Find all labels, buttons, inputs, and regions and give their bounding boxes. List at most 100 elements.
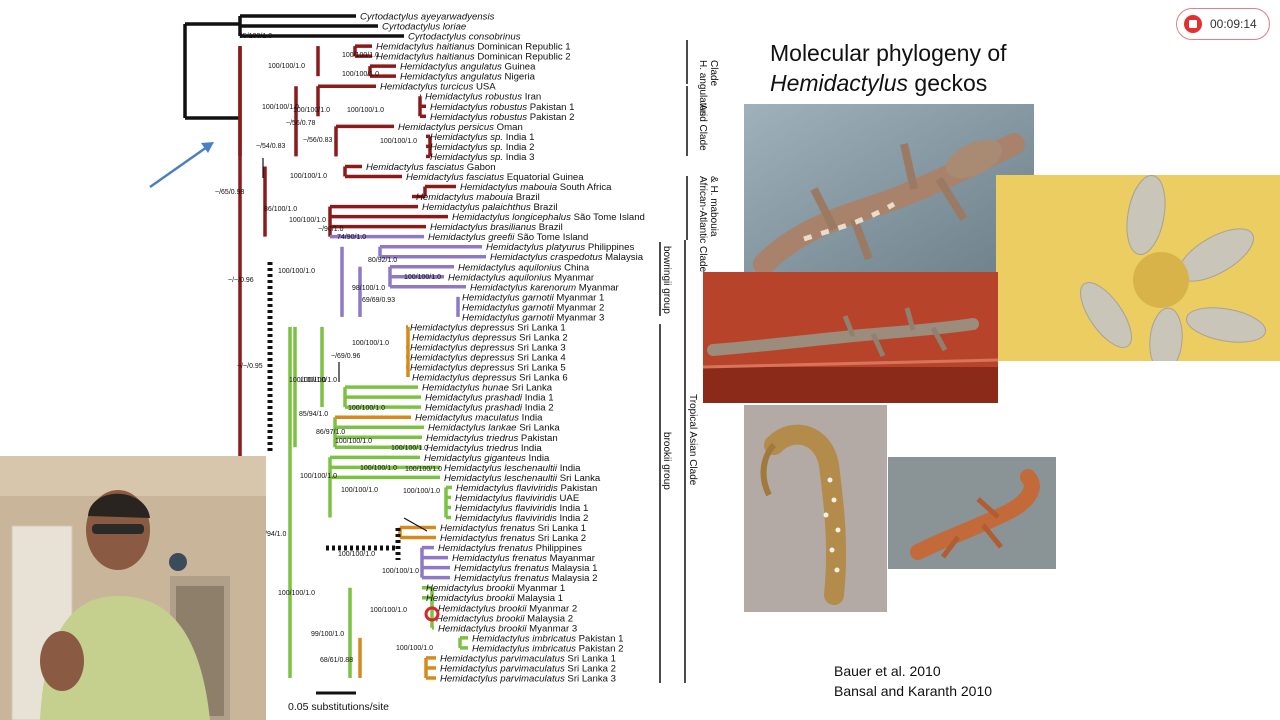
taxon-locality: Brazil: [531, 202, 558, 213]
gecko-photo-foot: [996, 175, 1280, 361]
support-value: 100/100/1.0: [404, 274, 441, 281]
taxon-locality: Sri Lanka 3: [565, 673, 616, 684]
taxon-binomial: Hemidactylus depressus: [410, 363, 515, 374]
support-value: 100/100/1.0: [405, 466, 442, 473]
taxon-label: Hemidactylus frenatus Sri Lanka 1: [440, 523, 586, 534]
taxon-locality: South Africa: [557, 182, 612, 193]
taxon-label: Hemidactylus flaviviridis India 2: [455, 513, 588, 524]
taxon-binomial: Hemidactylus angulatus: [400, 62, 502, 73]
clade-label: & H. mabouia: [708, 176, 719, 237]
taxon-binomial: Hemidactylus frenatus: [454, 563, 549, 574]
taxon-locality: India 2: [557, 513, 588, 524]
taxon-binomial: Hemidactylus haitianus: [376, 52, 475, 63]
support-value: 100/100/1.0: [335, 438, 372, 445]
taxon-locality: Philippines: [533, 543, 582, 554]
taxon-locality: Malaysia 2: [549, 573, 598, 584]
support-value: ~/90/1.0: [318, 226, 344, 233]
support-value: 68/61/0.88: [320, 657, 353, 664]
taxon-label: Hemidactylus aquilonius China: [458, 262, 590, 273]
taxon-locality: Dominican Republic 1: [475, 42, 571, 53]
taxon-binomial: Hemidactylus maculatus: [415, 413, 519, 424]
taxon-label: Hemidactylus imbricatus Pakistan 2: [472, 643, 623, 654]
support-value: ~/69/0.96: [331, 353, 360, 360]
taxon-locality: China: [561, 262, 589, 273]
taxon-binomial: Hemidactylus hunae: [422, 383, 509, 394]
taxon-locality: Sri Lanka 2: [565, 663, 616, 674]
taxon-locality: Dominican Republic 2: [475, 52, 571, 63]
taxon-locality: Myanmar: [551, 272, 594, 283]
taxon-label: Hemidactylus platyurus Philippines: [486, 242, 634, 253]
taxon-binomial: Hemidactylus greefii: [428, 232, 515, 243]
taxon-locality: Nigeria: [502, 72, 536, 83]
taxon-locality: São Tome Island: [571, 212, 645, 223]
taxon-label: Hemidactylus brookii Myanmar 3: [438, 623, 577, 634]
taxon-binomial: Hemidactylus triedrus: [426, 433, 518, 444]
taxon-label: Hemidactylus leschenaultii Sri Lanka: [444, 473, 601, 484]
taxon-locality: Equatorial Guinea: [504, 172, 584, 183]
stop-record-icon[interactable]: [1184, 15, 1202, 33]
taxon-locality: Gabon: [464, 162, 495, 173]
taxon-binomial: Hemidactylus longicephalus: [452, 212, 571, 223]
support-value: 100/100/1.0: [352, 340, 389, 347]
recording-timer-button[interactable]: 00:09:14: [1176, 8, 1270, 40]
taxon-label: Hemidactylus angulatus Guinea: [400, 62, 536, 73]
taxon-binomial: Hemidactylus flaviviridis: [455, 493, 557, 504]
taxon-locality: Pakistan 2: [527, 112, 574, 123]
taxon-binomial: Hemidactylus angulatus: [400, 72, 502, 83]
taxon-label: Hemidactylus leschenaultii India: [444, 463, 581, 474]
support-value: 100/100/1.0: [338, 551, 375, 558]
taxon-binomial: Hemidactylus parvimaculatus: [440, 663, 565, 674]
taxon-label: Hemidactylus depressus Sri Lanka 6: [412, 373, 568, 384]
clade-label: bowringii group: [661, 246, 672, 314]
taxon-binomial: Hemidactylus parvimaculatus: [440, 673, 565, 684]
taxon-locality: Brazil: [513, 192, 540, 203]
taxon-locality: Myanmar: [576, 282, 619, 293]
taxon-binomial: Hemidactylus depressus: [412, 332, 517, 343]
taxon-label: Hemidactylus sp. India 2: [430, 142, 535, 153]
support-value: 95/100/1.0: [239, 33, 272, 40]
taxon-label: Hemidactylus parvimaculatus Sri Lanka 3: [440, 673, 616, 684]
taxon-label: Hemidactylus robustus Pakistan 1: [430, 102, 575, 113]
taxon-label: Hemidactylus angulatus Nigeria: [400, 72, 536, 83]
support-value: ~/~/0.95: [237, 363, 263, 370]
taxon-label: Hemidactylus garnotii Myanmar 3: [462, 312, 604, 323]
taxon-locality: UAE: [557, 493, 579, 504]
taxon-label: Hemidactylus sp. India 3: [430, 152, 535, 163]
taxon-label: Hemidactylus frenatus Sri Lanka 2: [440, 533, 586, 544]
support-value: /94/1.0: [265, 531, 287, 538]
taxon-label: Hemidactylus imbricatus Pakistan 1: [472, 633, 623, 644]
taxon-label: Hemidactylus triedrus Pakistan: [426, 433, 558, 444]
support-value: 100/100/1.0: [403, 488, 440, 495]
title-rest: geckos: [908, 70, 988, 96]
taxon-locality: Sri Lanka 1: [535, 523, 586, 534]
taxon-locality: Sri Lanka 4: [515, 353, 567, 364]
taxon-label: Hemidactylus maculatus India: [415, 413, 543, 424]
taxon-locality: India 1: [503, 132, 534, 143]
taxon-binomial: Hemidactylus prashadi: [425, 403, 523, 414]
taxon-binomial: Hemidactylus haitianus: [376, 42, 475, 53]
taxon-binomial: Hemidactylus brookii: [438, 623, 527, 634]
support-value: 100/100/1.0: [289, 377, 326, 384]
support-value: ~/56/0.83: [303, 137, 332, 144]
taxon-locality: Malaysia 2: [525, 613, 574, 624]
support-value: 100/100/1.0: [278, 590, 315, 597]
taxon-label: Hemidactylus craspedotus Malaysia: [490, 252, 644, 263]
taxon-binomial: Hemidactylus persicus: [398, 122, 494, 133]
taxon-locality: Myanmar 2: [527, 603, 578, 614]
taxon-locality: Myanmar 1: [515, 583, 566, 594]
callout-arrow: [403, 517, 428, 532]
support-value: 100/100/1.0: [290, 173, 327, 180]
references: Bauer et al. 2010 Bansal and Karanth 201…: [834, 661, 992, 701]
support-value: ~/~/0.96: [228, 277, 254, 284]
taxon-locality: Sri Lanka 5: [515, 363, 566, 374]
taxon-label: Hemidactylus robustus Iran: [425, 92, 541, 103]
taxon-binomial: Hemidactylus flaviviridis: [455, 503, 557, 514]
support-value: 100/100/1.0: [341, 487, 378, 494]
taxon-locality: Malaysia: [603, 252, 644, 263]
gecko-photo-brown: [888, 457, 1056, 569]
support-value: 100/100/1.0: [342, 52, 379, 59]
reference-1: Bauer et al. 2010: [834, 663, 941, 679]
taxon-locality: Sri Lanka: [509, 383, 553, 394]
support-value: 100/100/1.0: [289, 217, 326, 224]
